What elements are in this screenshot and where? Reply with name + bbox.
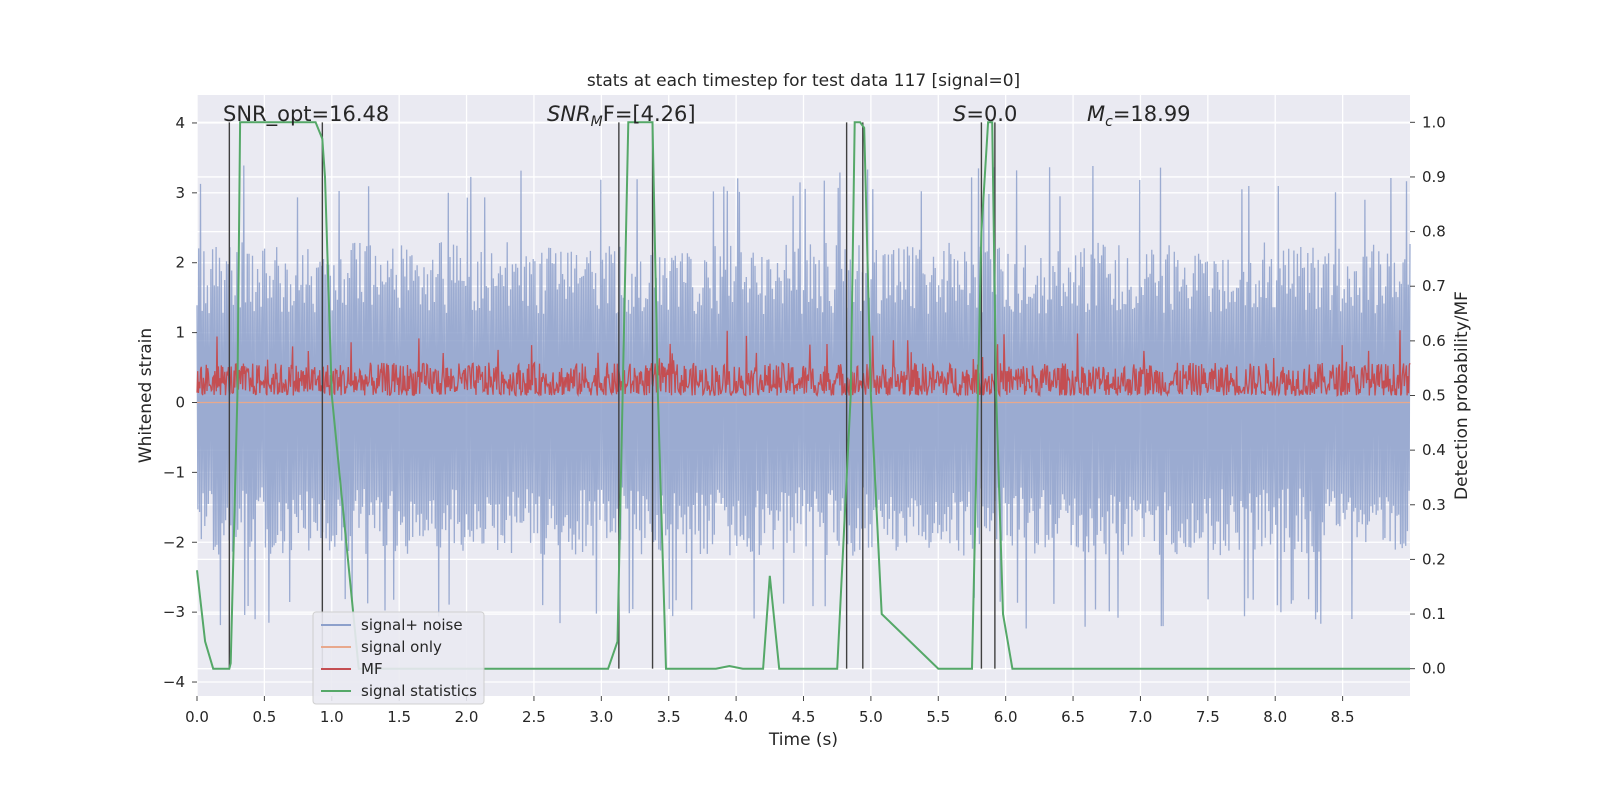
signal-statistics-line xyxy=(196,121,1410,670)
legend-label: signal only xyxy=(361,638,442,656)
x-tick-label: 4.5 xyxy=(792,708,816,726)
legend-box xyxy=(312,611,485,705)
x-tick-label: 2.5 xyxy=(522,708,546,726)
axis-ticks: 0.0 0.5 1.0 1.5 2.0 2.5 3.0 3.5 4.0 4.5 5.0 5.5 6.0 6… xyxy=(163,113,1446,726)
x-tick-label: 2.0 xyxy=(455,708,479,726)
snr-opt-annotation: SNR_opt=16.48 xyxy=(223,102,389,127)
snr-mf-annotation: SNRMF=[4.26] xyxy=(547,102,696,130)
mc-subscript: c xyxy=(1105,114,1113,130)
x-tick-label: 3.5 xyxy=(657,708,681,726)
y-left-tick-label: −2 xyxy=(163,533,185,551)
mf-series xyxy=(196,330,1411,398)
legend-label: MF xyxy=(361,660,383,678)
signal-noise-line xyxy=(196,165,1411,629)
x-axis-label: Time (s) xyxy=(768,730,838,750)
legend-label: signal+ noise xyxy=(361,616,463,634)
y-left-tick-label: −3 xyxy=(163,603,185,621)
x-tick-label: 1.5 xyxy=(387,708,411,726)
x-tick-label: 6.5 xyxy=(1061,708,1085,726)
y-left-tick-label: 4 xyxy=(175,114,185,132)
y-left-tick-label: 2 xyxy=(175,254,185,272)
y-left-tick-label: −4 xyxy=(163,673,185,691)
x-tick-label: 1.0 xyxy=(320,708,344,726)
chart-title: stats at each timestep for test data 117… xyxy=(587,71,1020,91)
snr-mf-subscript: M xyxy=(591,114,603,130)
y-right-tick-label: 0.1 xyxy=(1422,605,1446,623)
y-right-tick-label: 0.6 xyxy=(1422,332,1446,350)
vertical-markers xyxy=(228,122,996,669)
legend-label: signal statistics xyxy=(361,682,477,700)
y-right-tick-label: 0.8 xyxy=(1422,223,1446,241)
legend: signal+ noise signal only MF signal statist… xyxy=(312,611,485,705)
y-axis-left-label: Whitened strain xyxy=(136,328,156,463)
y-left-tick-label: 1 xyxy=(175,324,185,342)
snr-mf-value: F=[4.26] xyxy=(603,102,696,126)
y-right-tick-label: 0.5 xyxy=(1422,387,1446,405)
s-value: =0.0 xyxy=(966,102,1017,126)
mf-line xyxy=(196,330,1411,398)
x-tick-label: 8.0 xyxy=(1263,708,1287,726)
legend-entries: signal+ noise signal only MF signal statist… xyxy=(321,616,477,700)
x-tick-label: 5.5 xyxy=(926,708,950,726)
y-right-tick-label: 1.0 xyxy=(1422,113,1446,131)
snr-mf-symbol: SNR xyxy=(547,102,591,126)
mc-annotation: Mc=18.99 xyxy=(1087,102,1191,130)
x-tick-label: 5.0 xyxy=(859,708,883,726)
mc-symbol: M xyxy=(1087,102,1105,126)
x-tick-label: 6.0 xyxy=(994,708,1018,726)
y-left-tick-label: 3 xyxy=(175,184,185,202)
signal-noise-series xyxy=(196,165,1411,629)
x-tick-label: 0.5 xyxy=(252,708,276,726)
x-tick-label: 4.0 xyxy=(724,708,748,726)
y-axis-right-label: Detection probability/MF xyxy=(1452,291,1472,500)
x-tick-label: 0.0 xyxy=(185,708,209,726)
y-right-tick-label: 0.4 xyxy=(1422,441,1446,459)
mc-value: =18.99 xyxy=(1113,102,1191,126)
y-right-tick-label: 0.3 xyxy=(1422,496,1446,514)
y-right-tick-label: 0.2 xyxy=(1422,550,1446,568)
x-tick-label: 3.0 xyxy=(589,708,613,726)
y-left-tick-label: 0 xyxy=(175,393,185,411)
x-tick-label: 7.0 xyxy=(1129,708,1153,726)
y-right-tick-label: 0.9 xyxy=(1422,168,1446,186)
y-left-tick-label: −1 xyxy=(163,463,185,481)
x-tick-label: 7.5 xyxy=(1196,708,1220,726)
s-annotation: S=0.0 xyxy=(953,102,1017,126)
s-symbol: S xyxy=(953,102,966,126)
y-right-tick-label: 0.0 xyxy=(1422,660,1446,678)
x-tick-label: 8.5 xyxy=(1331,708,1355,726)
signal-statistics-series xyxy=(196,121,1410,670)
y-right-tick-label: 0.7 xyxy=(1422,277,1446,295)
